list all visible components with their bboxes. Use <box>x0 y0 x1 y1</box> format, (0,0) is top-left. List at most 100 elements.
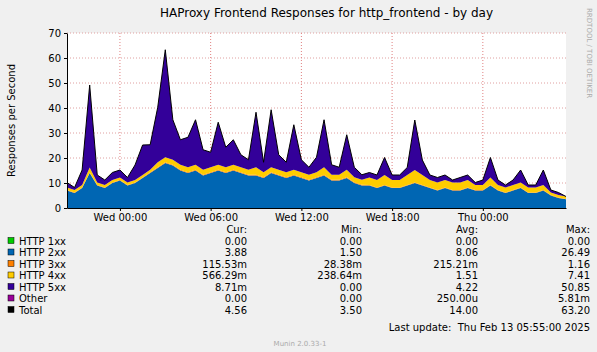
y-axis-title: Responses per Second <box>6 64 17 177</box>
y-tick: 20 <box>48 153 67 164</box>
y-tick-mark <box>64 33 67 34</box>
legend-stat: 1.50 <box>340 247 362 258</box>
y-axis-line <box>67 34 68 209</box>
legend-stat: 566.29m <box>202 270 247 281</box>
x-tick-label: Wed 18:00 <box>366 212 420 223</box>
y-grid-line <box>67 33 566 34</box>
legend-swatch <box>8 261 14 267</box>
legend-stat: 3.50 <box>340 305 362 316</box>
legend-label: HTTP 5xx <box>19 282 66 293</box>
legend-stat: 3.88 <box>225 247 247 258</box>
x-tick: Wed 00:00 <box>94 208 148 223</box>
legend-label: HTTP 3xx <box>19 259 66 270</box>
x-tick-mark <box>120 208 121 211</box>
y-grid-line <box>67 108 566 109</box>
legend-stat: 0.00 <box>456 236 478 247</box>
legend-label: HTTP 4xx <box>19 270 66 281</box>
y-tick-mark <box>64 108 67 109</box>
y-tick-label: 10 <box>48 178 61 189</box>
footer: Munin 2.0.33-1 <box>274 340 327 348</box>
legend-swatch <box>8 238 14 244</box>
x-tick: Wed 12:00 <box>275 208 329 223</box>
legend-stat: 8.71m <box>215 282 247 293</box>
y-grid-line <box>67 133 566 134</box>
legend-header: Min: <box>341 224 362 235</box>
legend-stat: 238.64m <box>317 270 362 281</box>
x-tick-label: Thu 00:00 <box>457 212 509 223</box>
x-tick: Thu 00:00 <box>457 208 509 223</box>
legend-stat: 8.06 <box>456 247 478 258</box>
legend-stat: 4.22 <box>456 282 478 293</box>
legend-label: HTTP 2xx <box>19 247 66 258</box>
legend-stat: 14.00 <box>449 305 478 316</box>
y-tick: 60 <box>48 53 67 64</box>
y-tick-label: 60 <box>48 53 61 64</box>
x-axis-line <box>68 208 567 209</box>
title: HAProxy Frontend Responses for http_fron… <box>160 6 493 20</box>
y-grid-line <box>67 58 566 59</box>
plot-background <box>67 33 566 208</box>
x-tick-mark <box>483 208 484 211</box>
y-tick-label: 70 <box>48 28 61 39</box>
x-tick-label: Wed 00:00 <box>94 212 148 223</box>
background <box>0 0 597 352</box>
area-series <box>67 50 566 197</box>
legend-label: Other <box>19 293 48 304</box>
y-tick: 30 <box>48 128 67 139</box>
x-tick: Wed 18:00 <box>366 208 420 223</box>
y-tick-mark <box>64 208 67 209</box>
grid <box>67 33 566 208</box>
x-tick-label: Wed 12:00 <box>275 212 329 223</box>
y-tick-mark <box>64 133 67 134</box>
y-tick: 0 <box>55 203 67 214</box>
y-tick-label: 20 <box>48 153 61 164</box>
y-tick-mark <box>64 83 67 84</box>
y-tick-label: 0 <box>55 203 61 214</box>
area-series <box>67 50 566 197</box>
legend-header: Avg: <box>456 224 478 235</box>
legend-swatch <box>8 284 14 290</box>
y-tick-label: 30 <box>48 128 61 139</box>
x-tick-mark <box>211 208 212 211</box>
legend-stat: 1.16 <box>568 259 590 270</box>
plot-area <box>67 50 566 208</box>
watermark: RRDTOOL / TOBI OETIKER <box>585 8 593 98</box>
y-tick-mark <box>64 183 67 184</box>
y-tick-mark <box>64 158 67 159</box>
legend-header: Cur: <box>226 224 247 235</box>
legend-stat: 115.53m <box>202 259 247 270</box>
legend-swatch <box>8 249 14 255</box>
y-tick-mark <box>64 58 67 59</box>
legend-stat: 215.21m <box>433 259 478 270</box>
legend-stat: 0.00 <box>225 293 247 304</box>
legend-stat: 0.00 <box>340 282 362 293</box>
line-series <box>67 50 566 197</box>
legend-label: HTTP 1xx <box>19 236 66 247</box>
y-tick: 70 <box>48 28 67 39</box>
y-tick: 50 <box>48 78 67 89</box>
legend-stat: 7.41 <box>568 270 590 281</box>
x-tick-mark <box>392 208 393 211</box>
y-tick: 40 <box>48 103 67 114</box>
legend-stat: 0.00 <box>568 236 590 247</box>
y-grid-line <box>67 83 566 84</box>
legend-stat: 63.20 <box>561 305 590 316</box>
chart: 0 10 20 30 40 50 60 70 Wed 00:00 Wed 06:00 Wed 12:… <box>0 0 597 352</box>
x-tick-mark <box>301 208 302 211</box>
x-axis: Wed 00:00 Wed 06:00 Wed 12:00 Wed 18:00 Thu … <box>68 208 567 223</box>
legend-label: Total <box>18 305 42 316</box>
legend-stat: 26.49 <box>561 247 590 258</box>
x-tick: Wed 06:00 <box>184 208 238 223</box>
legend-stat: 0.00 <box>340 293 362 304</box>
y-axis: 0 10 20 30 40 50 60 70 <box>48 28 67 214</box>
legend-swatch <box>8 272 14 278</box>
legend-stat: 5.81m <box>558 293 590 304</box>
legend-swatch <box>8 307 14 313</box>
legend-stat: 50.85 <box>561 282 590 293</box>
y-tick-label: 50 <box>48 78 61 89</box>
legend-stat: 1.51 <box>456 270 478 281</box>
y-tick: 10 <box>48 178 67 189</box>
legend-stat: 4.56 <box>225 305 247 316</box>
legend-stat: 250.00u <box>437 293 478 304</box>
legend-swatch <box>8 295 14 301</box>
